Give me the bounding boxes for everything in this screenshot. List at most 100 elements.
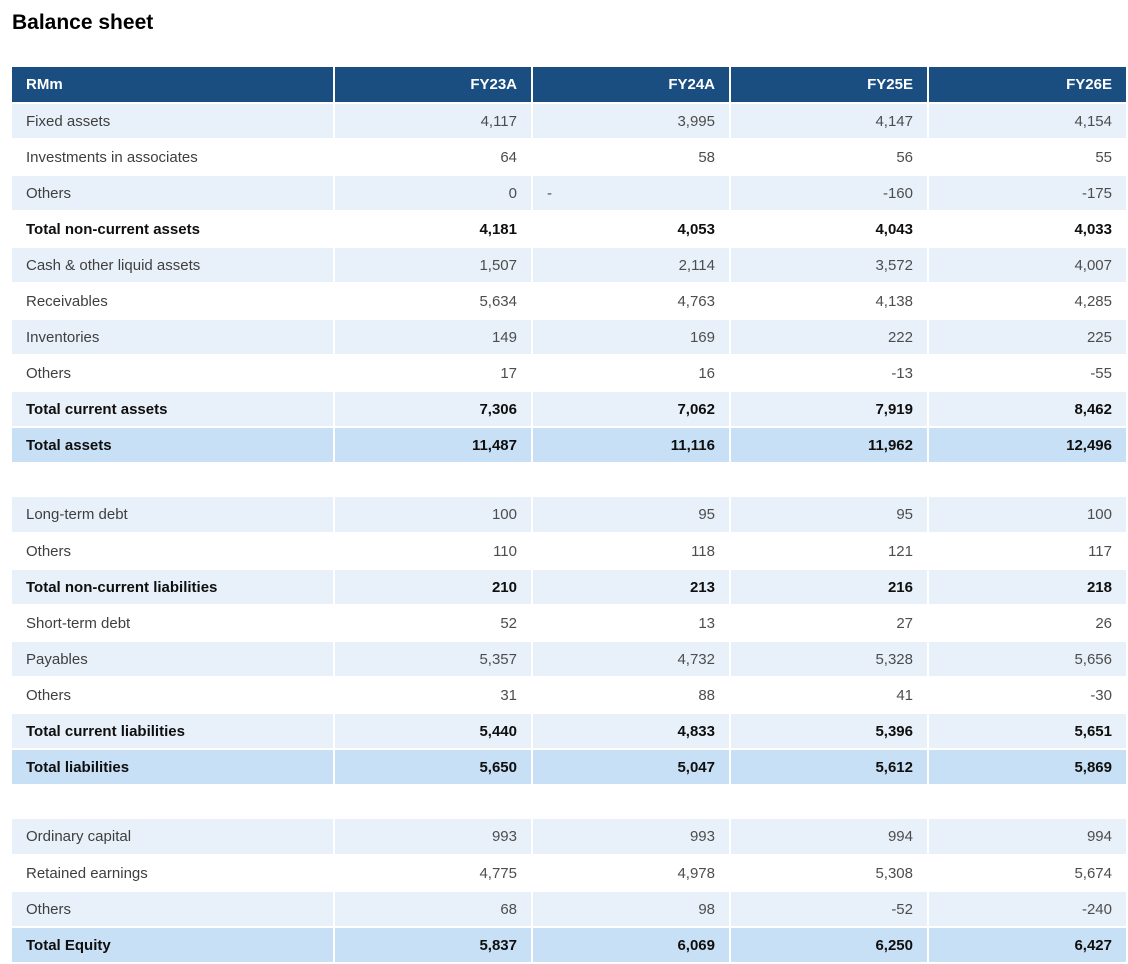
table-row: Total Equity 5,837 6,069 6,250 6,427 [12,927,1126,964]
row-label: Total non-current assets [12,211,335,248]
cell-value: 5,328 [730,641,929,678]
cell-value: 31 [334,677,533,714]
table-row: Cash & other liquid assets 1,507 2,114 3,57… [12,247,1126,284]
cell-value: 7,919 [730,391,929,428]
cell-value: 3,995 [532,103,731,140]
cell-value: 6,069 [532,927,731,964]
cell-value: 5,396 [730,713,929,750]
cell-value: - [532,175,731,212]
row-label: Receivables [12,283,335,320]
cell-value: 64 [334,139,533,176]
row-label: Total assets [12,427,335,464]
cell-value: 4,285 [928,283,1126,320]
cell-value: 169 [532,319,731,356]
cell-value: 149 [334,319,533,356]
cell-value: 4,181 [334,211,533,248]
row-label: Payables [12,641,335,678]
column-header-fy25e: FY25E [730,67,929,104]
cell-value: 994 [928,819,1126,856]
row-label: Others [12,533,335,570]
page-title: Balance sheet [12,11,154,34]
row-label: Inventories [12,319,335,356]
cell-value: 993 [532,819,731,856]
cell-value: 5,869 [928,749,1126,786]
cell-value: 56 [730,139,929,176]
table-row: Others 68 98 -52 -240 [12,891,1126,928]
cell-value: -30 [928,677,1126,714]
cell-value: 121 [730,533,929,570]
table-row: Others 31 88 41 -30 [12,677,1126,714]
row-label: Cash & other liquid assets [12,247,335,284]
table-row: Short-term debt 52 13 27 26 [12,605,1126,642]
table-row: Ordinary capital 993 993 994 994 [12,819,1126,856]
cell-value: 4,833 [532,713,731,750]
table-row: Fixed assets 4,117 3,995 4,147 4,154 [12,103,1126,140]
cell-value: 7,306 [334,391,533,428]
table-row: Others 110 118 121 117 [12,533,1126,570]
cell-value: 216 [730,569,929,606]
row-label: Others [12,891,335,928]
cell-value: 100 [928,497,1126,534]
cell-value: 218 [928,569,1126,606]
section-spacer [12,785,1126,819]
cell-value: 4,763 [532,283,731,320]
cell-value: 0 [334,175,533,212]
cell-value: 225 [928,319,1126,356]
table-row: Total non-current liabilities 210 213 216 21… [12,569,1126,606]
cell-value: 5,656 [928,641,1126,678]
row-label: Others [12,677,335,714]
table-row: Total current liabilities 5,440 4,833 5,396… [12,713,1126,750]
cell-value: -52 [730,891,929,928]
cell-value: 11,962 [730,427,929,464]
cell-value: 993 [334,819,533,856]
cell-value: 16 [532,355,731,392]
cell-value: 5,650 [334,749,533,786]
row-label: Fixed assets [12,103,335,140]
cell-value: 994 [730,819,929,856]
cell-value: 6,250 [730,927,929,964]
cell-value: 7,062 [532,391,731,428]
cell-value: 11,487 [334,427,533,464]
cell-value: 4,154 [928,103,1126,140]
cell-value: 41 [730,677,929,714]
column-header-unit: RMm [12,67,335,104]
cell-value: 95 [730,497,929,534]
cell-value: 5,612 [730,749,929,786]
table-row: Total non-current assets 4,181 4,053 4,043 4… [12,211,1126,248]
row-label: Ordinary capital [12,819,335,856]
balance-sheet-table: RMm FY23A FY24A FY25E FY26E Fixed assets… [12,67,1126,964]
row-label: Others [12,175,335,212]
table-row: Inventories 149 169 222 225 [12,319,1126,356]
cell-value: -240 [928,891,1126,928]
table-row: Payables 5,357 4,732 5,328 5,656 [12,641,1126,678]
cell-value: 68 [334,891,533,928]
table-row: Investments in associates 64 58 56 55 [12,139,1126,176]
cell-value: 11,116 [532,427,731,464]
column-header-fy23a: FY23A [334,67,533,104]
cell-value: 4,147 [730,103,929,140]
cell-value: -160 [730,175,929,212]
cell-value: 8,462 [928,391,1126,428]
cell-value: 4,775 [334,855,533,892]
cell-value: 5,651 [928,713,1126,750]
cell-value: 17 [334,355,533,392]
cell-value: 26 [928,605,1126,642]
cell-value: 5,674 [928,855,1126,892]
cell-value: 2,114 [532,247,731,284]
table-row: Retained earnings 4,775 4,978 5,308 5,674 [12,855,1126,892]
cell-value: 4,007 [928,247,1126,284]
cell-value: 222 [730,319,929,356]
section-spacer-cell [12,785,1126,819]
cell-value: 27 [730,605,929,642]
row-label: Long-term debt [12,497,335,534]
row-label: Short-term debt [12,605,335,642]
cell-value: 12,496 [928,427,1126,464]
cell-value: 4,053 [532,211,731,248]
cell-value: 5,837 [334,927,533,964]
cell-value: 52 [334,605,533,642]
row-label: Total non-current liabilities [12,569,335,606]
cell-value: 213 [532,569,731,606]
cell-value: 6,427 [928,927,1126,964]
cell-value: -175 [928,175,1126,212]
